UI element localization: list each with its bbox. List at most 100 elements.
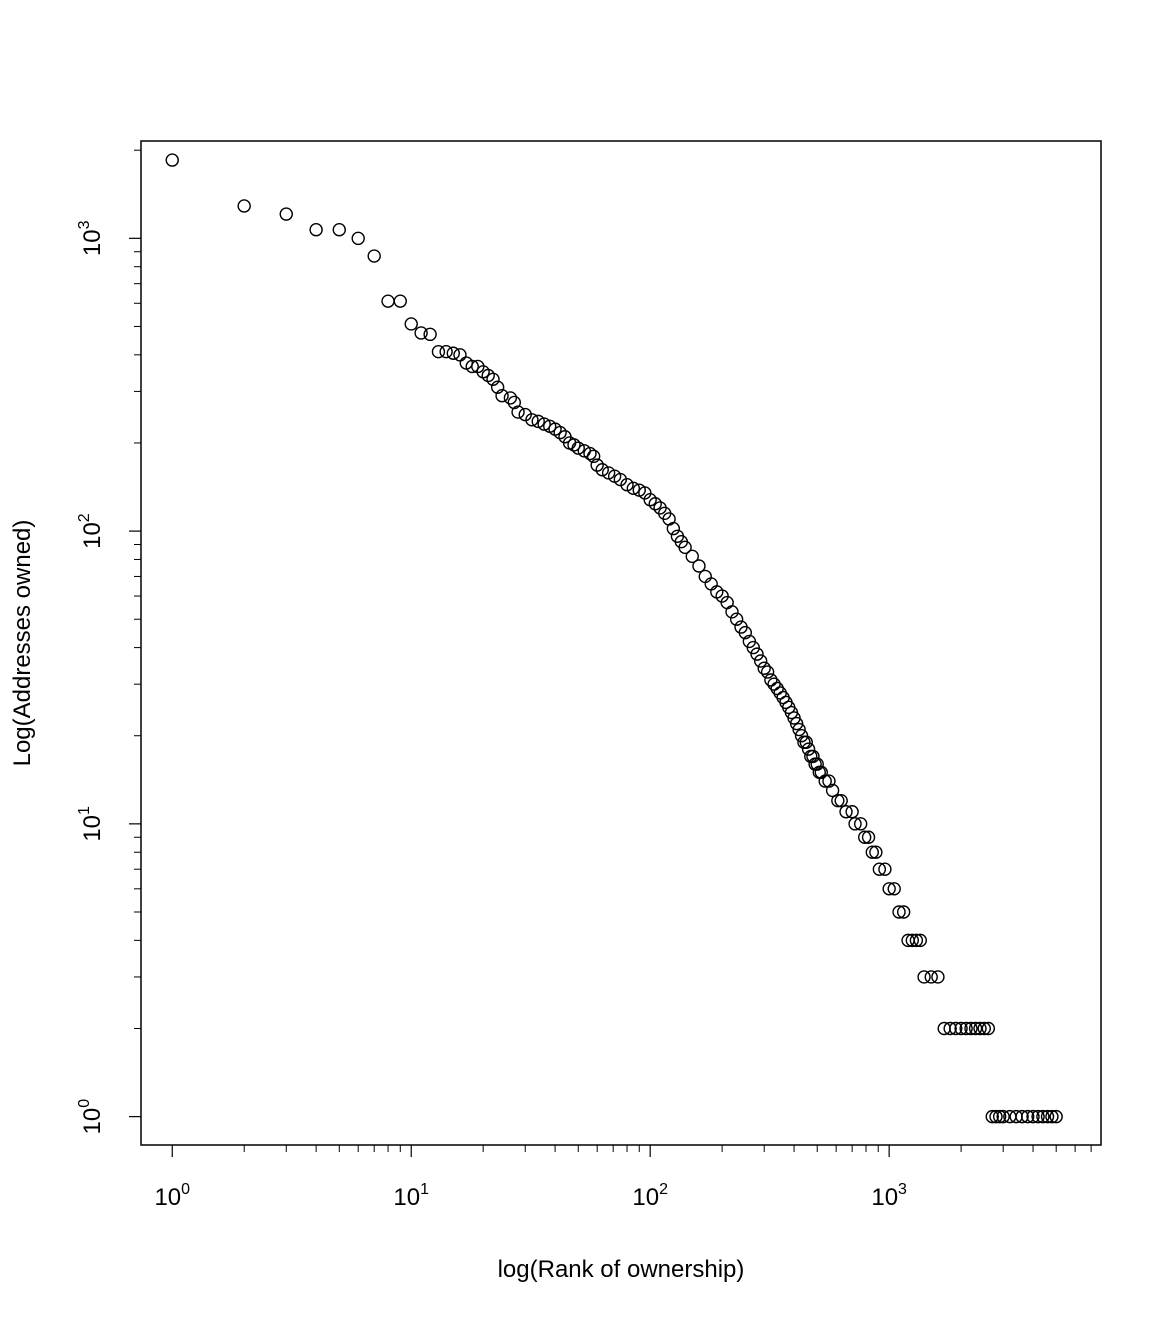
data-point	[913, 933, 928, 948]
data-point	[750, 647, 764, 661]
x-axis: 100 101 102 103	[154, 1145, 1092, 1211]
data-point	[613, 472, 628, 487]
data-point	[865, 845, 879, 859]
data-point	[332, 223, 346, 237]
data-point	[518, 407, 532, 422]
data-point	[896, 905, 911, 919]
data-point	[553, 425, 567, 440]
data-point	[490, 380, 505, 394]
data-point	[309, 223, 323, 237]
data-point	[431, 344, 446, 359]
data-point	[1045, 1109, 1059, 1124]
data-point	[465, 359, 479, 374]
data-point	[905, 933, 920, 948]
data-point	[792, 722, 806, 737]
data-point	[753, 654, 768, 668]
data-point	[981, 1021, 996, 1036]
data-point	[799, 735, 813, 749]
y-axis-title: Log(Addresses owned)	[9, 520, 36, 767]
data-point	[924, 970, 938, 984]
data-point	[861, 830, 876, 844]
y-tick-label: 100	[76, 1099, 106, 1135]
data-point	[814, 765, 828, 780]
data-point	[511, 405, 525, 419]
data-point	[964, 1021, 978, 1036]
data-point	[404, 317, 418, 331]
data-point	[839, 805, 853, 819]
data-point	[237, 199, 251, 213]
data-point	[1049, 1109, 1063, 1124]
y-tick-label: 102	[76, 513, 106, 549]
data-point	[481, 368, 495, 383]
data-point	[954, 1021, 968, 1036]
data-point	[996, 1109, 1010, 1124]
data-point	[789, 716, 804, 731]
data-point	[857, 830, 872, 844]
x-tick-label: 103	[871, 1181, 907, 1211]
data-point	[648, 497, 662, 511]
data-point	[495, 389, 509, 403]
data-point	[351, 231, 365, 246]
data-point	[367, 249, 381, 263]
data-point	[985, 1109, 999, 1124]
data-point	[567, 438, 581, 452]
data-point	[537, 417, 551, 431]
data-point	[746, 640, 760, 655]
data-point	[590, 458, 604, 472]
y-tick-label: 103	[76, 220, 106, 256]
x-tick-label: 100	[154, 1181, 190, 1211]
data-point	[393, 294, 407, 308]
data-point	[571, 441, 585, 455]
data-point	[931, 970, 945, 984]
data-point	[586, 449, 601, 464]
data-point	[165, 153, 179, 167]
data-point	[729, 612, 744, 626]
data-point	[678, 540, 692, 555]
x-tick-label: 101	[393, 1181, 429, 1211]
data-point	[531, 414, 545, 429]
data-point	[801, 742, 816, 756]
data-points	[165, 153, 1063, 1124]
data-point	[989, 1109, 1003, 1124]
data-point	[583, 446, 597, 461]
data-point	[909, 933, 924, 948]
data-point	[806, 749, 820, 764]
data-point	[423, 327, 437, 342]
data-point	[507, 395, 522, 410]
data-point	[439, 344, 453, 359]
data-point	[757, 661, 771, 675]
data-point	[887, 882, 901, 896]
data-point	[767, 677, 781, 691]
data-point	[486, 372, 500, 386]
data-point	[1036, 1109, 1050, 1124]
data-point	[1026, 1109, 1040, 1124]
data-point	[446, 346, 460, 360]
data-point	[414, 326, 428, 340]
data-point	[949, 1021, 963, 1036]
data-point	[831, 793, 845, 808]
data-point	[685, 549, 699, 564]
data-point	[878, 862, 892, 876]
data-point	[917, 970, 931, 984]
data-point	[1031, 1109, 1045, 1124]
data-point	[869, 845, 883, 859]
data-point	[822, 774, 836, 788]
data-point	[810, 757, 824, 771]
x-axis-title: log(Rank of ownership)	[498, 1256, 745, 1283]
plot-frame	[140, 140, 1102, 1146]
data-point	[818, 774, 832, 788]
data-point	[973, 1021, 987, 1036]
data-point	[666, 521, 681, 536]
data-point	[1040, 1109, 1055, 1124]
data-point	[381, 294, 395, 308]
data-point	[279, 207, 293, 221]
data-point	[525, 413, 539, 427]
y-tick-label: 101	[76, 806, 106, 842]
data-point	[620, 478, 634, 492]
data-point	[725, 605, 739, 619]
data-point	[698, 569, 712, 584]
data-point	[738, 625, 752, 640]
data-point	[943, 1021, 957, 1036]
data-point	[764, 673, 778, 687]
